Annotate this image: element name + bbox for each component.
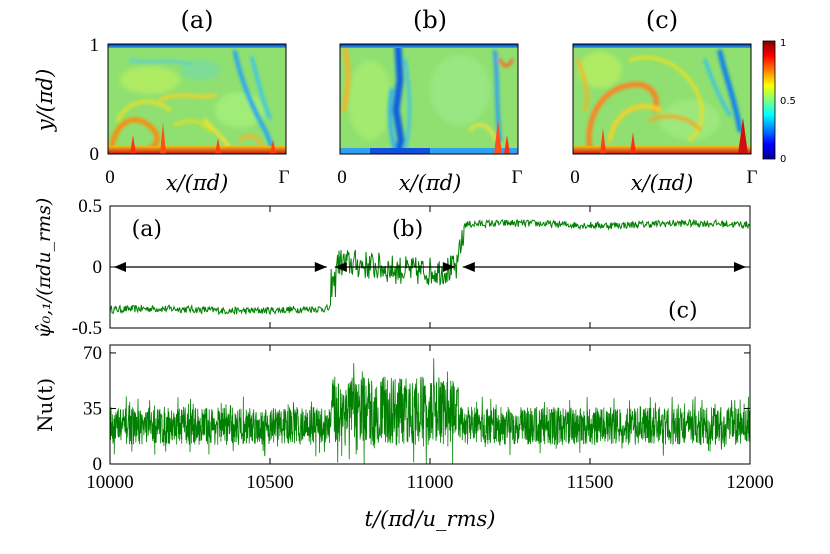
- snapshot-a-x-start: 0: [105, 167, 115, 188]
- xtick-label: 12000: [726, 472, 774, 493]
- interval-arrowhead-right: [314, 262, 327, 272]
- xtick-label: 11500: [567, 472, 614, 493]
- nu-panel: 70 35 0 10000 10500 11000 11500 12000 Nu(t) t/…: [33, 343, 774, 531]
- snapshot-c-label: (c): [646, 6, 678, 34]
- nu-plot-area: [109, 358, 751, 465]
- colorbar-tick-mid: 0.5: [780, 96, 796, 107]
- snapshot-b: (b) 0 Γ x/(πd): [337, 6, 522, 195]
- interval-label: (b): [392, 217, 423, 242]
- snapshot-c-xlabel: x/(πd): [631, 171, 694, 195]
- interval-label: (c): [668, 299, 698, 324]
- snapshot-a: (a): [33, 6, 290, 195]
- snapshot-a-ytick-top: 1: [90, 35, 100, 56]
- ytick-label: 0: [93, 257, 103, 278]
- snapshot-b-x-start: 0: [337, 167, 347, 188]
- Nu-series-line: [109, 358, 751, 465]
- nu-xticks: 10000 10500 11000 11500 12000: [86, 345, 774, 493]
- interval-arrowhead-left: [334, 262, 347, 272]
- colorbar-tick-bottom: 0: [780, 154, 786, 165]
- nu-xlabel: t/(πd/u_rms): [365, 507, 496, 531]
- interval-arrowhead-left: [114, 262, 126, 272]
- snapshot-c-x-start: 0: [570, 167, 580, 188]
- psi-panel: 0.5 0 -0.5 ψ̂₀,₁/(πdu_rms) (a) (b) (c): [33, 196, 751, 339]
- nu-ylabel: Nu(t): [33, 378, 57, 432]
- snapshot-a-ytick-bottom: 0: [90, 144, 100, 165]
- snapshot-a-xlabel: x/(πd): [166, 171, 229, 195]
- xtick-label: 11000: [407, 472, 454, 493]
- interval-label: (a): [132, 217, 162, 242]
- colorbar-tick-top: 1: [780, 38, 786, 49]
- ytick-label: 70: [83, 343, 102, 364]
- interval-arrowhead-right: [442, 262, 455, 272]
- ytick-label: -0.5: [72, 318, 102, 339]
- interval-arrowhead-right: [734, 262, 746, 272]
- snapshot-ylabel: y/(πd): [33, 69, 57, 133]
- psi_01-series-line: [109, 218, 751, 316]
- interval-arrowhead-left: [462, 262, 475, 272]
- snapshot-b-x-end: Γ: [512, 167, 523, 188]
- snapshot-c: (c) 0 Γ x/(πd): [570, 6, 757, 195]
- ytick-label: 0.5: [78, 196, 102, 217]
- xtick-label: 10000: [86, 472, 134, 493]
- psi-yticks: 0.5 0 -0.5: [72, 196, 750, 339]
- snapshot-c-x-end: Γ: [747, 167, 758, 188]
- psi-annotations: (a) (b) (c): [114, 217, 746, 324]
- snapshot-a-x-end: Γ: [279, 167, 290, 188]
- colorbar: 1 0.5 0: [762, 38, 796, 165]
- ytick-label: 0: [93, 454, 103, 475]
- snapshot-b-xlabel: x/(πd): [399, 171, 462, 195]
- snapshot-a-label: (a): [180, 6, 213, 34]
- ytick-label: 35: [83, 398, 102, 419]
- nu-yticks: 70 35 0: [83, 343, 750, 475]
- psi-ylabel: ψ̂₀,₁/(πdu_rms): [33, 198, 55, 339]
- xtick-label: 10500: [246, 472, 294, 493]
- snapshot-b-label: (b): [413, 6, 447, 34]
